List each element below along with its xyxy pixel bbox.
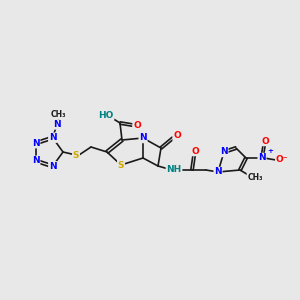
Text: HO: HO — [98, 110, 114, 119]
Text: O: O — [173, 131, 181, 140]
Text: +: + — [267, 148, 273, 154]
Text: N: N — [214, 167, 222, 176]
Text: CH₃: CH₃ — [51, 110, 66, 118]
Text: O: O — [133, 121, 141, 130]
Text: CH₃: CH₃ — [247, 173, 263, 182]
Text: O: O — [191, 146, 199, 155]
Text: S: S — [73, 151, 79, 160]
Text: N: N — [49, 133, 56, 142]
Text: N: N — [49, 162, 56, 171]
Text: N: N — [32, 139, 40, 148]
Text: N: N — [32, 156, 40, 165]
Text: N: N — [220, 148, 228, 157]
Text: O⁻: O⁻ — [276, 155, 288, 164]
Text: NH: NH — [167, 166, 182, 175]
Text: N: N — [258, 154, 266, 163]
Text: N: N — [53, 120, 61, 129]
Text: O: O — [261, 136, 269, 146]
Text: N: N — [139, 134, 147, 142]
Text: S: S — [118, 160, 124, 169]
